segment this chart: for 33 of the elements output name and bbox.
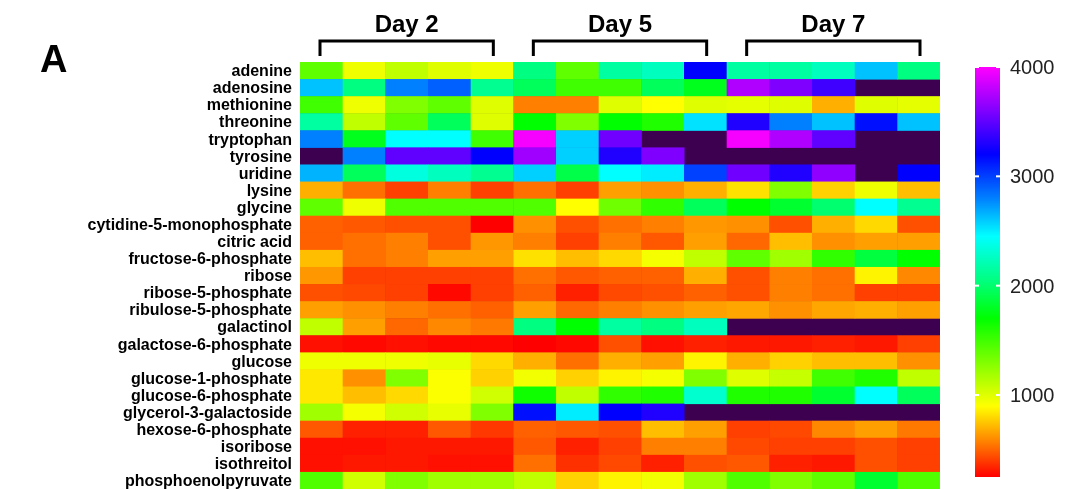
y-tick-label: glucose xyxy=(231,352,293,370)
y-tick-label: methionine xyxy=(206,96,293,114)
y-tick-label: adenosine xyxy=(212,79,293,97)
y-tick-label: tyrosine xyxy=(229,147,293,165)
y-tick-label: ribose xyxy=(243,267,293,285)
y-tick-label: cytidine-5-monophosphate xyxy=(87,215,293,233)
text: Day 7 xyxy=(801,10,866,37)
y-tick-label: hexose-6-phosphate xyxy=(136,420,293,438)
y-tick-label: ribose-5-phosphate xyxy=(143,284,293,302)
y-tick-label: tryptophan xyxy=(208,130,292,148)
y-tick-label: glucose-6-phosphate xyxy=(131,386,293,404)
y-tick-label: ribulose-5-phosphate xyxy=(129,301,293,319)
y-tick-label: fructose-6-phosphate xyxy=(128,250,293,268)
y-tick-label: isothreitol xyxy=(214,455,292,473)
color-bar-label: 2000 xyxy=(1010,274,1055,297)
chart-title: A xyxy=(40,38,68,80)
y-tick-label: uridine xyxy=(238,164,293,182)
color-bar-label: 3000 xyxy=(1010,165,1055,188)
y-tick-label: lysine xyxy=(246,181,293,199)
y-tick-label: galactinol xyxy=(217,318,292,336)
y-tick-label: threonine xyxy=(219,113,293,131)
y-tick-label: citric acid xyxy=(217,233,292,251)
y-tick-label: phosphoenolpyruvate xyxy=(124,472,293,490)
y-tick-label: adenine xyxy=(231,62,293,80)
text: Day 5 xyxy=(587,10,653,37)
text: Day 2 xyxy=(374,10,439,37)
y-tick-label: glycerol-3-galactoside xyxy=(123,403,293,421)
color-bar-label: 4000 xyxy=(1010,56,1055,78)
y-tick-label: glucose-1-phosphate xyxy=(131,369,293,387)
y-tick-label: glycine xyxy=(236,198,293,216)
color-bar-label: 1000 xyxy=(1010,384,1055,406)
y-tick-label: galactose-6-phosphate xyxy=(117,335,293,353)
y-tick-label: isoribose xyxy=(220,437,293,455)
